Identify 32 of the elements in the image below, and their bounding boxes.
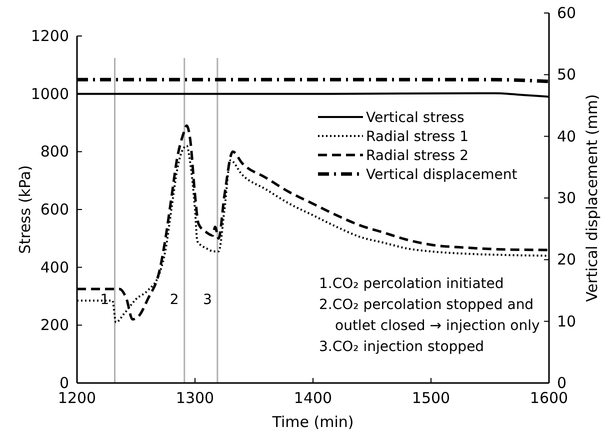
annotation: 2.CO₂ percolation stopped and outlet closed → injection only xyxy=(319,297,540,334)
y-tick-label: 400 xyxy=(40,258,69,276)
annotation: 1 xyxy=(100,292,110,308)
legend-label: Vertical stress xyxy=(366,110,464,126)
annotation: 3 xyxy=(202,292,212,308)
annotation: 3.CO₂ injection stopped xyxy=(319,339,484,355)
x-tick-label: 1600 xyxy=(530,389,568,407)
y2-tick-label: 40 xyxy=(557,127,576,146)
x-tick-label: 1300 xyxy=(176,389,214,407)
y-tick-label: 200 xyxy=(40,316,69,334)
x-axis-title: Time (min) xyxy=(271,413,354,431)
y-tick-label: 800 xyxy=(40,142,69,161)
y-tick-label: 1200 xyxy=(30,27,69,45)
annotation: 2 xyxy=(170,292,179,308)
x-tick-label: 1200 xyxy=(58,389,96,407)
legend-label: Radial stress 2 xyxy=(366,148,468,164)
annotation: 1.CO₂ percolation initiated xyxy=(319,276,504,292)
y-axis-title: Stress (kPa) xyxy=(16,165,34,254)
legend-label: Vertical displacement xyxy=(366,167,518,183)
legend-label: Radial stress 1 xyxy=(366,129,468,145)
y2-axis-title: Vertical displacement (mm) xyxy=(583,94,601,302)
y2-tick-label: 50 xyxy=(557,66,576,84)
y2-tick-label: 0 xyxy=(557,374,567,392)
y-tick-label: 0 xyxy=(59,374,69,392)
y2-tick-label: 10 xyxy=(557,312,576,330)
x-tick-label: 1500 xyxy=(412,389,450,407)
y2-tick-label: 30 xyxy=(557,189,576,207)
y2-tick-label: 60 xyxy=(557,4,576,22)
y-tick-label: 600 xyxy=(40,200,69,218)
x-tick-label: 1400 xyxy=(294,389,332,407)
y-tick-label: 1000 xyxy=(30,84,69,103)
y2-tick-label: 20 xyxy=(557,250,576,269)
